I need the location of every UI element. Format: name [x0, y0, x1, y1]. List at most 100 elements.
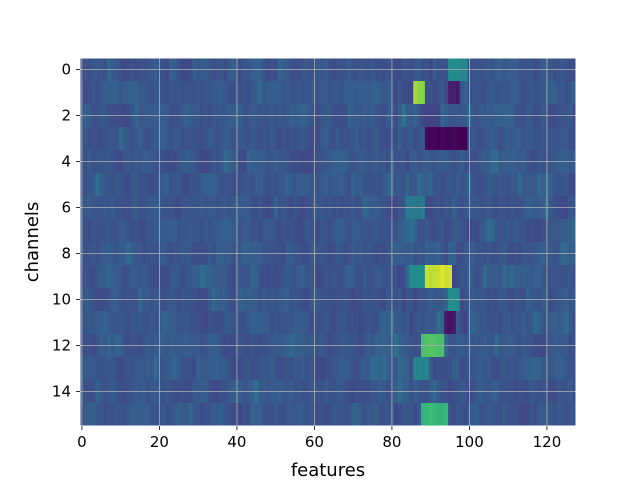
heatmap-cell: [382, 357, 387, 381]
heatmap-cell: [320, 173, 325, 197]
heatmap-cell: [370, 403, 375, 427]
heatmap-cell: [479, 173, 484, 197]
heatmap-cell: [293, 219, 298, 243]
heatmap-cell: [83, 403, 89, 427]
heatmap-cell: [173, 311, 178, 335]
heatmap-cell: [231, 311, 236, 335]
heatmap-cell: [475, 81, 480, 105]
heatmap-cell: [250, 127, 255, 151]
heatmap-cell: [432, 173, 437, 197]
heatmap-cell: [525, 311, 530, 335]
heatmap-cell: [254, 173, 259, 197]
heatmap-cell: [91, 173, 96, 197]
heatmap-cell: [359, 357, 364, 381]
heatmap-cell: [254, 357, 259, 381]
heatmap-cell: [207, 265, 213, 289]
heatmap-cell: [142, 265, 147, 289]
heatmap-cell: [188, 81, 193, 105]
heatmap-cell: [335, 81, 341, 105]
heatmap-cell: [297, 265, 302, 289]
heatmap-cell: [126, 81, 131, 105]
heatmap-cell: [440, 265, 445, 289]
heatmap-cell: [215, 219, 220, 243]
heatmap-cell: [273, 173, 279, 197]
heatmap-cell: [498, 81, 503, 105]
heatmap-cell: [498, 219, 503, 243]
heatmap-cell: [149, 81, 155, 105]
heatmap-cell: [347, 173, 352, 197]
heatmap-cell: [192, 403, 197, 427]
heatmap-cell: [339, 173, 344, 197]
heatmap-cell: [211, 311, 217, 335]
heatmap-cell: [560, 81, 565, 105]
heatmap-cell: [223, 403, 228, 427]
heatmap-cell: [238, 403, 244, 427]
heatmap-cell: [207, 127, 213, 151]
heatmap-cell: [238, 127, 244, 151]
heatmap-cell: [374, 265, 379, 289]
heatmap-cell: [262, 219, 267, 243]
heatmap-cell: [153, 173, 158, 197]
heatmap-cell: [238, 81, 244, 105]
heatmap-cell: [200, 311, 205, 335]
heatmap-cell: [537, 403, 542, 427]
heatmap-cell: [138, 127, 143, 151]
heatmap-cell: [444, 403, 449, 427]
heatmap-cell: [107, 173, 112, 197]
heatmap-cell: [452, 357, 457, 381]
heatmap-cell: [250, 173, 255, 197]
heatmap-cell: [548, 219, 554, 243]
heatmap-cell: [254, 265, 259, 289]
heatmap-cell: [517, 127, 523, 151]
heatmap-cell: [471, 403, 476, 427]
heatmap-cell: [393, 265, 399, 289]
heatmap-cell: [401, 81, 406, 105]
heatmap-cell: [304, 173, 310, 197]
heatmap-cell: [486, 265, 492, 289]
heatmap-cell: [436, 311, 441, 335]
heatmap-cell: [355, 311, 360, 335]
heatmap-cell: [196, 403, 201, 427]
heatmap-cell: [103, 265, 108, 289]
heatmap-cell: [227, 311, 232, 335]
heatmap-cell: [250, 265, 255, 289]
heatmap-cell: [258, 357, 263, 381]
heatmap-cell: [273, 311, 279, 335]
heatmap-cell: [122, 265, 127, 289]
heatmap-cell: [502, 265, 507, 289]
heatmap-cell: [548, 403, 554, 427]
heatmap-cell: [308, 219, 313, 243]
y-tick-label: 4: [61, 153, 71, 171]
heatmap-cell: [455, 81, 461, 105]
heatmap-cell: [440, 127, 445, 151]
heatmap-cell: [126, 311, 131, 335]
heatmap-cell: [107, 265, 112, 289]
heatmap-cell: [382, 127, 387, 151]
heatmap-cell: [537, 311, 542, 335]
heatmap-cell: [541, 127, 546, 151]
heatmap-cell: [142, 357, 147, 381]
heatmap-cell: [397, 357, 403, 381]
heatmap-cell: [479, 127, 484, 151]
heatmap-cell: [541, 357, 546, 381]
heatmap-cell: [514, 173, 519, 197]
heatmap-cell: [176, 127, 182, 151]
heatmap-cell: [444, 357, 449, 381]
heatmap-cell: [494, 173, 499, 197]
heatmap-cell: [293, 81, 298, 105]
heatmap-cell: [401, 173, 406, 197]
heatmap-cell: [525, 127, 530, 151]
heatmap-cell: [494, 219, 499, 243]
heatmap-cell: [471, 219, 476, 243]
heatmap-cell: [107, 357, 112, 381]
heatmap-cell: [490, 173, 496, 197]
heatmap-cell: [258, 219, 263, 243]
heatmap-cell: [149, 127, 155, 151]
heatmap-cell: [541, 219, 546, 243]
heatmap-cell: [548, 311, 554, 335]
heatmap-cell: [510, 311, 515, 335]
heatmap-cell: [541, 311, 546, 335]
heatmap-cell: [273, 219, 279, 243]
heatmap-cell: [262, 311, 267, 335]
heatmap-cell: [192, 357, 197, 381]
